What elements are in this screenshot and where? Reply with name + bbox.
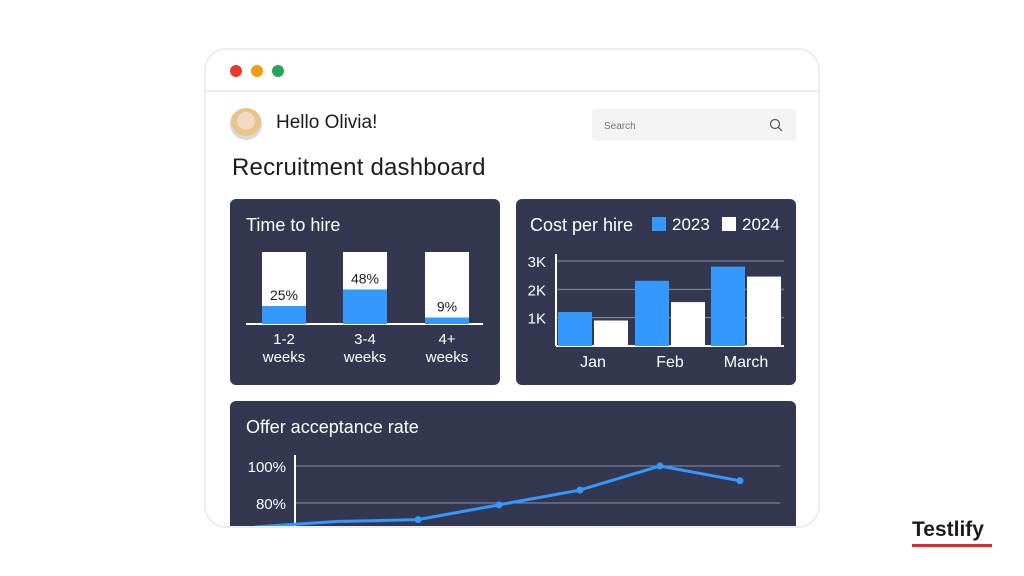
time-category-line1-0: 1-2 [273, 331, 295, 348]
cost-ytick-0: 1K [528, 311, 546, 328]
cost-per-hire-chart: 1K 2K 3K Jan Feb March [528, 254, 784, 371]
time-bar-label-1: 48% [351, 270, 379, 286]
offer-acceptance-chart: 100% 80% [248, 455, 780, 526]
search-input[interactable] [592, 109, 776, 143]
offer-ytick-0: 100% [248, 459, 286, 476]
cost-bar-2023-2 [711, 266, 745, 346]
legend-swatch-2024 [722, 217, 736, 231]
cost-category-0: Jan [580, 354, 606, 371]
legend-label-2024: 2024 [742, 215, 780, 234]
minimize-window-button[interactable] [251, 65, 263, 77]
offer-point-2 [414, 516, 422, 524]
close-window-button[interactable] [230, 65, 242, 77]
search-box[interactable] [592, 109, 796, 143]
legend-swatch-2023 [652, 217, 666, 231]
time-category-line2-1: weeks [343, 349, 387, 366]
time-category-line1-1: 3-4 [354, 331, 376, 348]
cost-bar-2023-0 [558, 312, 592, 346]
time-bar-label-2: 9% [437, 299, 457, 315]
offer-point-6 [736, 477, 744, 485]
time-bar-bg-2 [425, 252, 469, 324]
time-bar-fill-2 [425, 317, 469, 324]
legend-2023: 2023 [652, 215, 710, 235]
title-bar [206, 50, 818, 92]
offer-point-4 [576, 486, 584, 494]
cost-bar-2024-2 [747, 276, 781, 346]
legend-label-2023: 2023 [672, 215, 710, 234]
time-to-hire-title: Time to hire [246, 215, 341, 235]
time-bar-label-0: 25% [270, 287, 298, 303]
cost-category-2: March [724, 354, 768, 371]
cost-category-1: Feb [656, 354, 684, 371]
cost-bar-2024-1 [671, 302, 705, 346]
cost-per-hire-card: Cost per hire 2023 2024 1K 2K 3K Jan Feb Marc… [516, 199, 796, 385]
legend-2024: 2024 [722, 215, 780, 235]
logo-underline [912, 544, 992, 547]
app-window: Hello Olivia! Recruitment dashboard Time… [204, 48, 820, 528]
search-icon[interactable] [768, 117, 784, 133]
greeting-text: Hello Olivia! [276, 112, 378, 133]
offer-point-5 [656, 462, 664, 470]
time-to-hire-card: Time to hire 25% 1-2 weeks 48% 3-4 weeks 9% 4+ w… [230, 199, 500, 385]
offer-ytick-1: 80% [256, 496, 286, 513]
cost-ytick-2: 3K [528, 254, 546, 271]
cost-per-hire-title: Cost per hire [530, 215, 634, 235]
cost-bar-2024-0 [594, 320, 628, 346]
offer-acceptance-card: Offer acceptance rate 100% 80% [230, 401, 796, 526]
cost-ytick-1: 2K [528, 282, 546, 299]
time-bar-fill-0 [262, 306, 306, 324]
offer-point-3 [495, 501, 503, 509]
offer-acceptance-title: Offer acceptance rate [246, 417, 419, 437]
testlify-logo: Testlify [912, 518, 984, 541]
page-title: Recruitment dashboard [232, 154, 486, 181]
cost-bar-2023-1 [635, 280, 669, 346]
maximize-window-button[interactable] [272, 65, 284, 77]
time-category-line1-2: 4+ [438, 331, 455, 348]
time-category-line2-0: weeks [262, 349, 306, 366]
time-bar-fill-1 [343, 289, 387, 324]
avatar[interactable] [230, 108, 262, 140]
offer-line [254, 464, 741, 526]
time-category-line2-2: weeks [425, 349, 469, 366]
